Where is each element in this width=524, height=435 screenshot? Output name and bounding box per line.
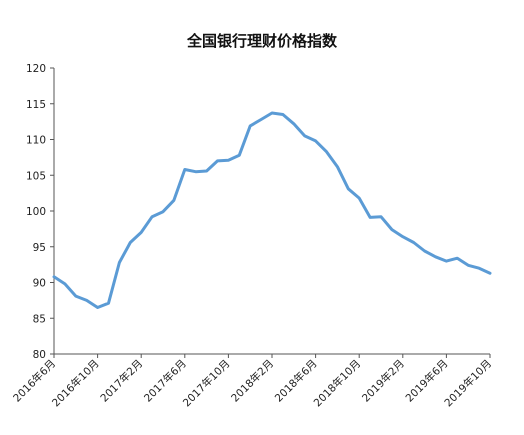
x-tick-label: 2017年6月 <box>141 357 189 405</box>
x-tick-label: 2016年10月 <box>49 357 101 409</box>
x-axis: 2016年6月2016年10月2017年2月2017年6月2017年10月201… <box>10 353 494 409</box>
x-tick-label: 2016年6月 <box>10 357 58 405</box>
series-line <box>52 111 492 309</box>
x-tick-label: 2018年10月 <box>311 357 363 409</box>
y-tick-label: 90 <box>33 278 46 290</box>
y-tick-label: 105 <box>26 170 46 182</box>
x-tick-label: 2018年6月 <box>272 357 320 405</box>
y-tick-label: 110 <box>26 135 46 147</box>
y-tick-label: 85 <box>33 313 46 325</box>
chart-title: 全国银行理财价格指数 <box>186 32 338 50</box>
x-tick-label: 2017年2月 <box>98 357 146 405</box>
x-tick-label: 2018年2月 <box>228 357 276 405</box>
series-line-group <box>52 111 492 309</box>
y-tick-label: 120 <box>26 63 46 75</box>
x-tick-label: 2019年6月 <box>403 357 451 405</box>
x-tick-label: 2017年10月 <box>180 357 232 409</box>
y-tick-label: 95 <box>33 242 46 254</box>
x-tick-label: 2019年2月 <box>359 357 407 405</box>
y-axis: 80 85 90 95 100 105 110 115 120 <box>26 63 55 361</box>
y-tick-label: 100 <box>26 206 46 218</box>
x-tick-label: 2019年10月 <box>442 357 494 409</box>
y-tick-label: 80 <box>33 349 46 361</box>
y-tick-label: 115 <box>26 99 46 111</box>
